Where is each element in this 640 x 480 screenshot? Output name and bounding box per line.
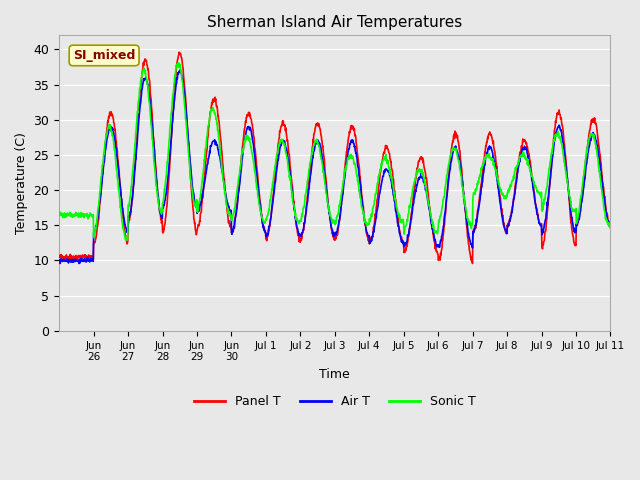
Sonic T [55,212,63,217]
Title: Sherman Island Air Temperatures: Sherman Island Air Temperatures [207,15,463,30]
Sonic T [142,73,150,79]
Air T [177,67,184,73]
Panel T [607,225,614,230]
Air T [607,221,614,227]
Panel T [468,261,476,266]
Sonic T [547,159,554,165]
Sonic T [607,220,614,226]
Panel T [465,242,473,248]
Panel T [600,189,608,195]
Panel T [141,58,149,64]
Air T [465,235,473,240]
Sonic T [600,206,608,212]
Air T [310,146,318,152]
Sonic T [321,181,329,187]
Panel T [547,179,554,184]
Panel T [175,49,183,55]
Line: Sonic T: Sonic T [59,63,611,240]
Sonic T [465,220,473,226]
Line: Panel T: Panel T [59,52,611,264]
X-axis label: Time: Time [319,368,350,381]
Air T [142,75,150,81]
Sonic T [124,237,131,243]
Y-axis label: Temperature (C): Temperature (C) [15,132,28,234]
Text: SI_mixed: SI_mixed [73,49,135,62]
Panel T [310,131,318,137]
Legend: Panel T, Air T, Sonic T: Panel T, Air T, Sonic T [189,390,481,413]
Panel T [321,160,328,166]
Air T [321,174,329,180]
Air T [75,261,83,266]
Air T [55,257,63,263]
Line: Air T: Air T [59,70,611,264]
Sonic T [175,60,182,66]
Air T [600,195,608,201]
Panel T [55,253,63,259]
Sonic T [310,142,318,147]
Air T [547,177,554,182]
